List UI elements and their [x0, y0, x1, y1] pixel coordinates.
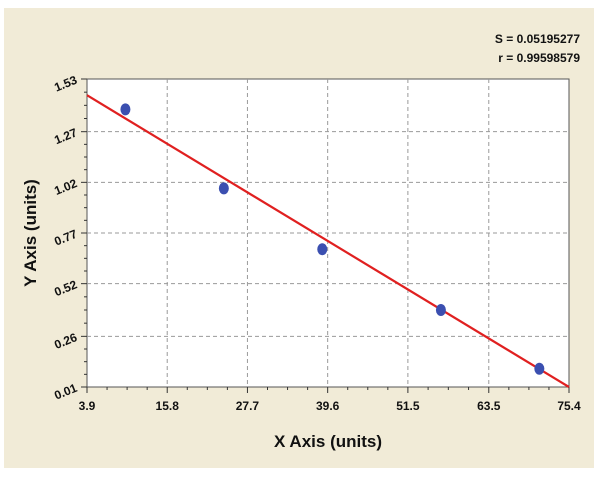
y-tick-label: 1.27 [52, 125, 79, 147]
data-point [317, 243, 328, 256]
data-point [120, 103, 131, 116]
x-tick-label: 51.5 [396, 399, 420, 413]
y-tick-label: 0.52 [52, 277, 79, 299]
r-statistic: r = 0.99598579 [498, 51, 580, 65]
x-tick-label: 75.4 [557, 399, 581, 413]
x-axis-label: X Axis (units) [274, 432, 382, 451]
fit-layer [86, 94, 570, 388]
y-axis-label: Y Axis (units) [21, 179, 40, 287]
s-statistic: S = 0.05195277 [494, 32, 580, 46]
tick-layer: 3.9 15.8 27.7 39.6 51.5 63.5 75.4 0.01 0.26 0.52 0… [52, 73, 581, 413]
x-tick-label: 63.5 [477, 399, 501, 413]
x-tick-label: 3.9 [79, 399, 96, 413]
y-tick-label: 0.77 [52, 227, 79, 249]
x-tick-label: 15.8 [156, 399, 180, 413]
y-tick-label: 1.53 [52, 73, 79, 95]
data-point [534, 362, 545, 375]
y-tick-label: 0.26 [52, 330, 79, 352]
point-layer [120, 103, 545, 375]
y-tick-label: 1.02 [52, 176, 79, 198]
fit-line [86, 94, 570, 388]
grid-layer [87, 79, 569, 387]
x-tick-label: 27.7 [236, 399, 260, 413]
x-tick-label: 39.6 [316, 399, 340, 413]
data-point [435, 304, 446, 316]
y-tick-label: 0.01 [52, 381, 79, 403]
data-point [218, 182, 229, 195]
